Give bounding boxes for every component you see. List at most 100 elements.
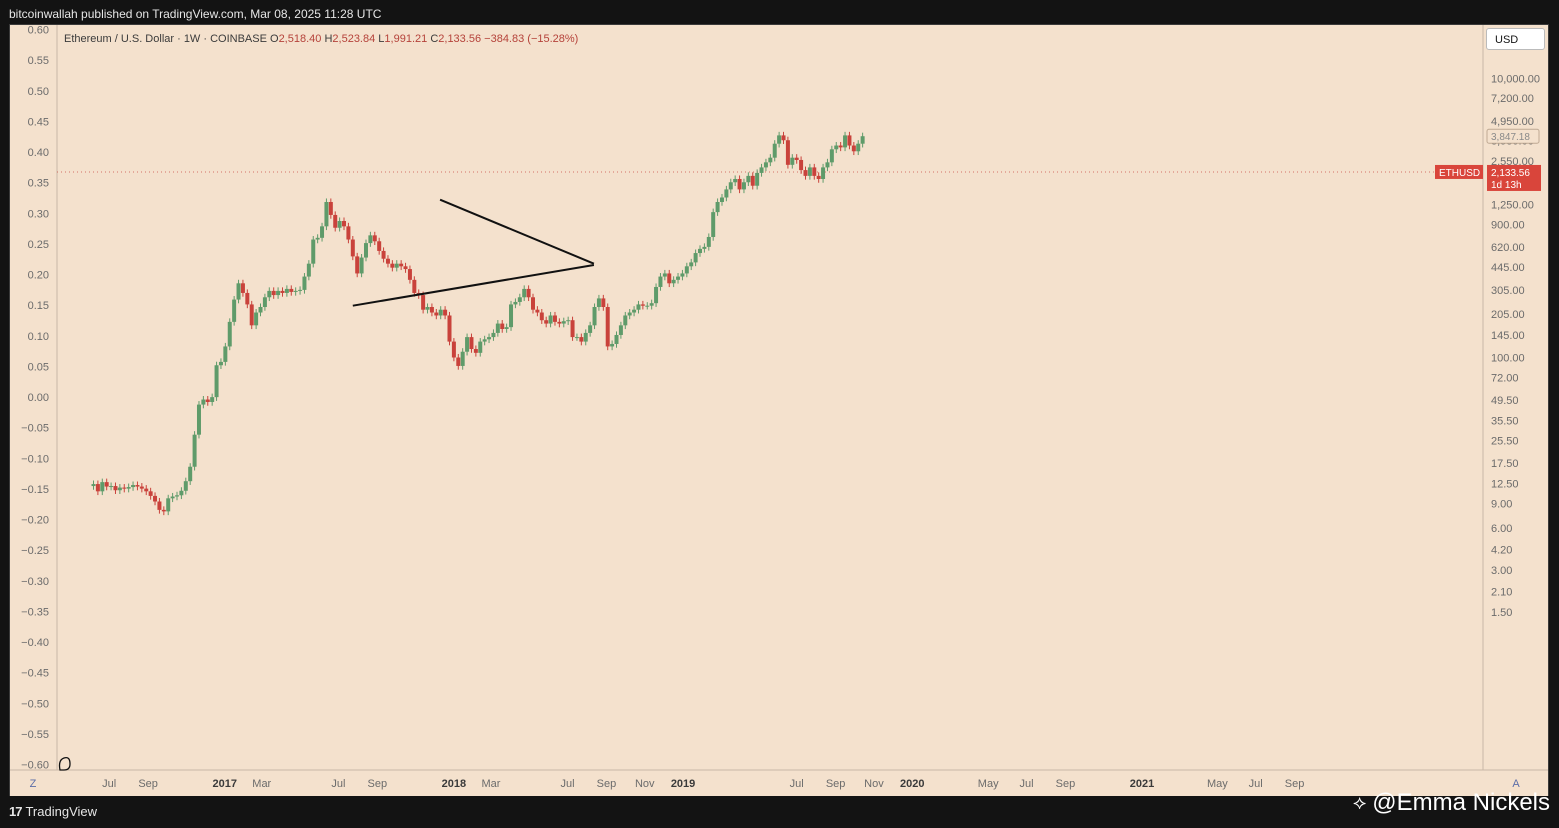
tradingview-logo[interactable]: 17 TradingView [9,804,97,819]
left-axis-tick-label: −0.30 [21,576,49,588]
left-axis-tick-label: −0.15 [21,484,49,496]
candle-body [785,140,790,165]
candle-body [579,337,584,342]
candle-body [258,307,263,313]
countdown-tag-text: 1d 13h [1491,180,1522,191]
right-axis-tick-label: 445.00 [1491,262,1525,274]
candle-body [781,135,786,141]
right-axis-tick-label: 4,950.00 [1491,116,1534,128]
candle-body [240,283,245,293]
watermark-text: @Emma Nickels [1372,789,1550,816]
candle-body [724,189,729,198]
right-axis-tick-label: 305.00 [1491,285,1525,297]
left-axis-tick-label: 0.55 [28,55,49,67]
candle-body [706,236,711,247]
candle-body [807,167,812,176]
left-axis-tick-label: 0.35 [28,178,49,190]
candle-body [447,315,452,342]
candle-body [763,162,768,168]
candle-body [196,404,201,435]
legend-h-label: H [324,33,333,45]
right-axis-tick-label: 620.00 [1491,242,1525,254]
left-axis-tick-label: 0.20 [28,270,49,282]
candle-body [117,487,122,491]
left-axis-tick-label: 0.50 [28,86,49,98]
candle-body [188,466,193,482]
candle-body [161,509,166,512]
candle-body [601,298,606,308]
candle-body [179,490,184,496]
candle-body [821,167,826,179]
candle-body [834,145,839,150]
candle-body [311,239,316,264]
candle-body [478,341,483,353]
right-axis-tick-label: 7,200.00 [1491,93,1534,105]
candle-body [733,178,738,183]
candle-body [614,334,619,344]
candle-body [390,263,395,268]
candle-body [337,221,342,228]
candle-body [847,135,852,146]
candle-body [412,279,417,293]
candle-body [662,273,667,277]
candle-body [526,288,531,298]
candle-body [860,136,865,144]
candle-body [403,266,408,270]
candle-body [592,307,597,326]
candle-body [394,263,399,268]
candle-body [755,172,760,186]
x-axis-tick-label: Jul [1249,778,1263,790]
candle-body [561,321,566,324]
candle-body [153,495,158,502]
triangle-upper-line [439,198,595,265]
x-axis-tick-label: Mar [481,778,500,790]
candle-body [227,321,232,347]
candle-body [812,167,817,176]
candle-body [126,487,131,489]
candle-body [548,315,553,324]
candle-body [610,343,615,347]
chart-svg[interactable]: 0.60 0.55 0.50 0.45 0.40 0.35 0.30 0.25 0.20 0.15… [10,25,1548,796]
candle-body [276,290,281,296]
candle-body [280,290,285,293]
candle-body [803,170,808,176]
candle-body [605,307,610,347]
candle-body [385,258,390,264]
last-close-tag-text: 3,847.18 [1491,132,1530,143]
x-axis-tick-label: Jul [102,778,116,790]
candle-body [715,201,720,213]
x-axis-tick-label: 2017 [212,778,236,790]
tradingview-mark-icon: 17 [9,804,23,819]
candle-body [232,299,237,322]
candle-body [306,263,311,277]
candle-body [671,279,676,284]
candle-body [513,301,518,305]
candle-body [680,273,685,277]
candle-body [456,357,461,366]
candle-body [223,346,228,362]
chart-frame[interactable]: 0.60 0.55 0.50 0.45 0.40 0.35 0.30 0.25 0.20 0.15… [9,24,1549,797]
candle-body [570,320,575,338]
candle-body [539,312,544,321]
left-axis-tick-label: 0.15 [28,300,49,312]
left-axis-tick-label: −0.55 [21,729,49,741]
candle-body [667,273,672,284]
currency-button[interactable]: USD [1486,28,1545,50]
legend-open: 2,518.40 [278,33,322,45]
left-axis-tick-label: 0.00 [28,392,49,404]
candle-body [698,248,703,254]
candle-body [473,349,478,353]
candle-body [315,237,320,240]
candle-body [236,283,241,300]
legend-high: 2,523.84 [332,33,376,45]
right-axis-tick-label: 35.50 [1491,415,1519,427]
left-axis-tick-label: −0.10 [21,453,49,465]
x-axis-tick-label: Sep [368,778,388,790]
candle-body [504,327,509,330]
candle-body [368,235,373,244]
candle-body [649,303,654,306]
left-axis-tick-label: 0.05 [28,361,49,373]
candle-body [372,235,377,242]
x-axis-tick-label: Sep [597,778,617,790]
candle-body [100,482,105,492]
